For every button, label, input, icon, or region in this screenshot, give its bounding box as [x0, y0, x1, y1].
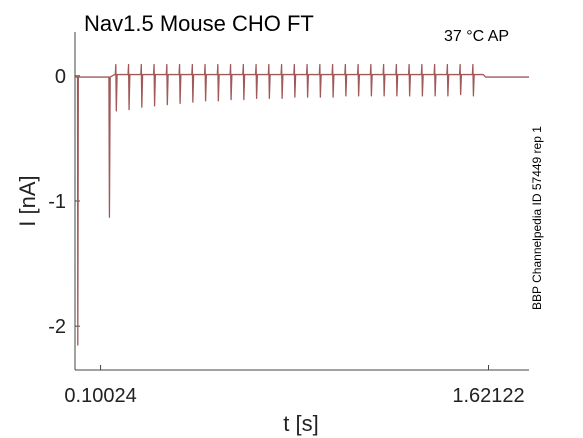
current-trace — [75, 63, 529, 346]
x-ticks: 0.10024 1.62122 — [64, 365, 525, 407]
plot-area — [75, 63, 529, 346]
y-tick-label: -2 — [48, 316, 66, 338]
axes: -2 -1 0 0.10024 1.62122 — [48, 32, 529, 407]
y-tick-label: -1 — [48, 191, 66, 213]
y-tick-label: 0 — [55, 66, 66, 88]
x-axis-label: t [s] — [283, 411, 318, 436]
source-label: BBP Channelpedia ID 57449 rep 1 — [530, 126, 544, 310]
x-tick-label: 0.10024 — [64, 385, 136, 407]
chart-title: Nav1.5 Mouse CHO FT — [84, 11, 314, 36]
y-axis-label: I [nA] — [15, 175, 40, 226]
condition-label: 37 °C AP — [444, 28, 509, 45]
x-tick-label: 1.62122 — [452, 385, 524, 407]
